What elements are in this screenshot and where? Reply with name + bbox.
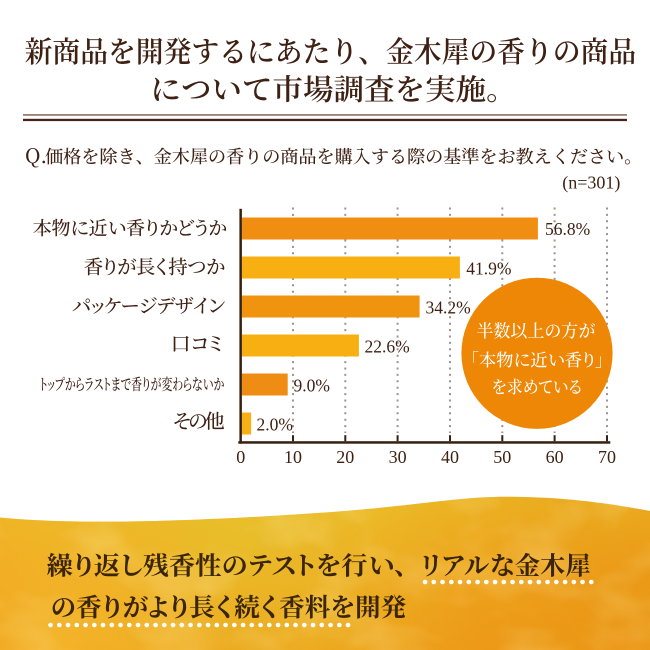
svg-text:50: 50 [493,447,511,467]
svg-text:30: 30 [389,447,407,467]
svg-text:10: 10 [284,447,302,467]
svg-text:34.2%: 34.2% [426,298,471,318]
svg-text:70: 70 [598,447,616,467]
svg-text:0: 0 [236,447,245,467]
svg-text:56.8%: 56.8% [545,219,590,239]
svg-text:60: 60 [546,447,564,467]
svg-text:41.9%: 41.9% [466,259,511,279]
svg-text:2.0%: 2.0% [257,414,293,434]
svg-text:40: 40 [441,447,459,467]
svg-text:(n=301): (n=301) [562,173,620,194]
svg-text:20: 20 [336,447,354,467]
svg-text:22.6%: 22.6% [365,337,410,357]
svg-text:9.0%: 9.0% [294,375,330,395]
